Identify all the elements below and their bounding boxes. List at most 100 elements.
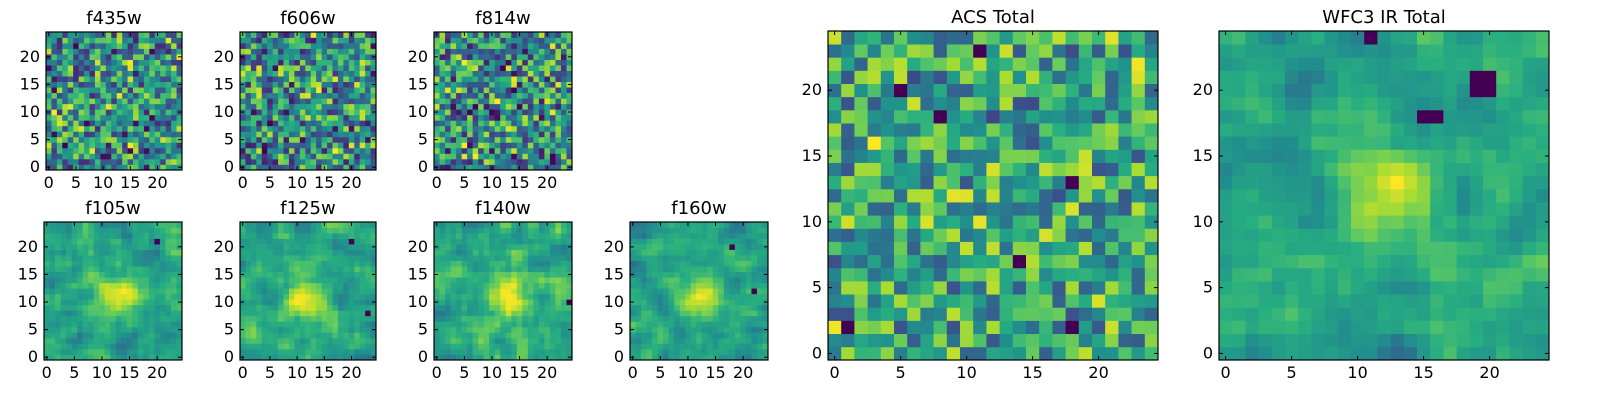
heatmap-cell xyxy=(657,288,664,295)
heatmap-cell xyxy=(505,37,512,44)
heatmap-cell xyxy=(245,332,252,339)
heatmap-cell xyxy=(555,70,562,77)
heatmap-cell xyxy=(240,120,246,127)
heatmap-cell xyxy=(104,227,111,234)
heatmap-cell xyxy=(250,37,257,44)
heatmap-cell xyxy=(78,76,85,83)
heatmap-cell xyxy=(321,288,328,295)
heatmap-cell xyxy=(176,120,183,127)
heatmap-cell xyxy=(288,43,295,49)
heatmap-cell xyxy=(359,233,366,239)
heatmap-cell xyxy=(115,233,122,239)
heatmap-cell xyxy=(538,332,545,339)
heatmap-cell xyxy=(657,244,664,250)
heatmap-cell xyxy=(316,266,322,273)
heatmap-cell xyxy=(62,59,69,66)
heatmap-cell xyxy=(82,326,89,333)
heatmap-cell xyxy=(960,149,974,163)
heatmap-cell xyxy=(646,266,653,273)
heatmap-cell xyxy=(321,255,328,261)
heatmap-cell xyxy=(1039,188,1053,203)
heatmap-cell xyxy=(88,288,95,295)
heatmap-cell xyxy=(332,304,339,311)
heatmap-cell xyxy=(533,103,540,110)
heatmap-cell xyxy=(354,131,361,138)
heatmap-cell xyxy=(483,249,490,256)
heatmap-cell xyxy=(143,81,150,88)
heatmap-cell xyxy=(483,92,490,99)
heatmap-cell xyxy=(104,271,111,278)
heatmap-cell xyxy=(365,244,371,250)
heatmap-cell xyxy=(93,266,100,273)
heatmap-cell xyxy=(321,43,328,49)
heatmap-cell xyxy=(1131,346,1146,361)
heatmap-cell xyxy=(310,136,317,143)
heatmap-cell xyxy=(505,158,512,165)
heatmap-cell xyxy=(1118,228,1132,242)
heatmap-cell xyxy=(49,282,56,289)
heatmap-cell xyxy=(555,109,562,116)
heatmap-cell xyxy=(100,125,107,132)
heatmap-cell xyxy=(310,288,317,295)
heatmap-cell xyxy=(250,293,257,300)
heatmap-cell xyxy=(44,348,50,355)
heatmap-cell xyxy=(66,238,72,245)
heatmap-cell xyxy=(359,43,366,49)
heatmap-cell xyxy=(148,293,155,300)
heatmap-cell xyxy=(920,149,934,163)
heatmap-cell xyxy=(348,136,355,143)
heatmap-cell xyxy=(478,92,485,99)
heatmap-cell xyxy=(1039,307,1053,321)
heatmap-cell xyxy=(278,343,284,350)
heatmap-cell xyxy=(370,87,377,94)
heatmap-cell xyxy=(104,337,111,344)
heatmap-cell xyxy=(467,81,473,88)
heatmap-cell xyxy=(533,222,540,228)
heatmap-cell xyxy=(132,260,139,267)
heatmap-cell xyxy=(538,147,545,154)
heatmap-cell xyxy=(343,348,350,355)
heatmap-cell xyxy=(549,76,556,83)
heatmap-cell xyxy=(71,315,78,322)
heatmap-cell xyxy=(549,266,556,273)
heatmap-cell xyxy=(434,153,440,160)
heatmap-cell xyxy=(154,304,161,311)
heatmap-cell xyxy=(867,149,882,163)
heatmap-cell xyxy=(159,337,166,344)
heatmap-cell xyxy=(250,120,257,127)
heatmap-cell xyxy=(44,249,50,256)
heatmap-cell xyxy=(489,277,496,284)
heatmap-cell xyxy=(494,227,501,234)
heatmap-cell xyxy=(116,37,123,44)
heatmap-cell xyxy=(527,288,534,295)
heatmap-cell xyxy=(165,43,172,49)
heatmap-cell xyxy=(439,109,446,116)
heatmap-cell xyxy=(828,307,842,321)
heatmap-cell xyxy=(365,125,371,132)
heatmap-cell xyxy=(560,125,567,132)
y-tick-label: 0 xyxy=(418,347,428,366)
heatmap-cell xyxy=(327,48,333,55)
heatmap-cell xyxy=(256,131,263,138)
heatmap-cell xyxy=(723,321,730,328)
heatmap-cell xyxy=(343,54,350,60)
heatmap-cell xyxy=(121,277,128,284)
heatmap-cell xyxy=(527,48,534,55)
heatmap-cell xyxy=(544,288,551,295)
heatmap-cell xyxy=(723,348,730,355)
heatmap-cell xyxy=(533,65,540,71)
heatmap-cell xyxy=(359,87,366,94)
heatmap-cell xyxy=(321,136,328,143)
heatmap-cell xyxy=(478,98,485,105)
heatmap-cell xyxy=(500,233,507,239)
x-tick-label: 10 xyxy=(482,363,502,382)
heatmap-cell xyxy=(133,48,139,55)
heatmap-cell xyxy=(986,241,1000,256)
heatmap-cell xyxy=(165,277,172,284)
heatmap-cell xyxy=(434,348,440,355)
heatmap-cell xyxy=(522,114,529,121)
heatmap-cell xyxy=(456,354,462,361)
heatmap-cell xyxy=(71,227,78,234)
heatmap-cell xyxy=(461,92,468,99)
heatmap-cell xyxy=(630,293,636,300)
